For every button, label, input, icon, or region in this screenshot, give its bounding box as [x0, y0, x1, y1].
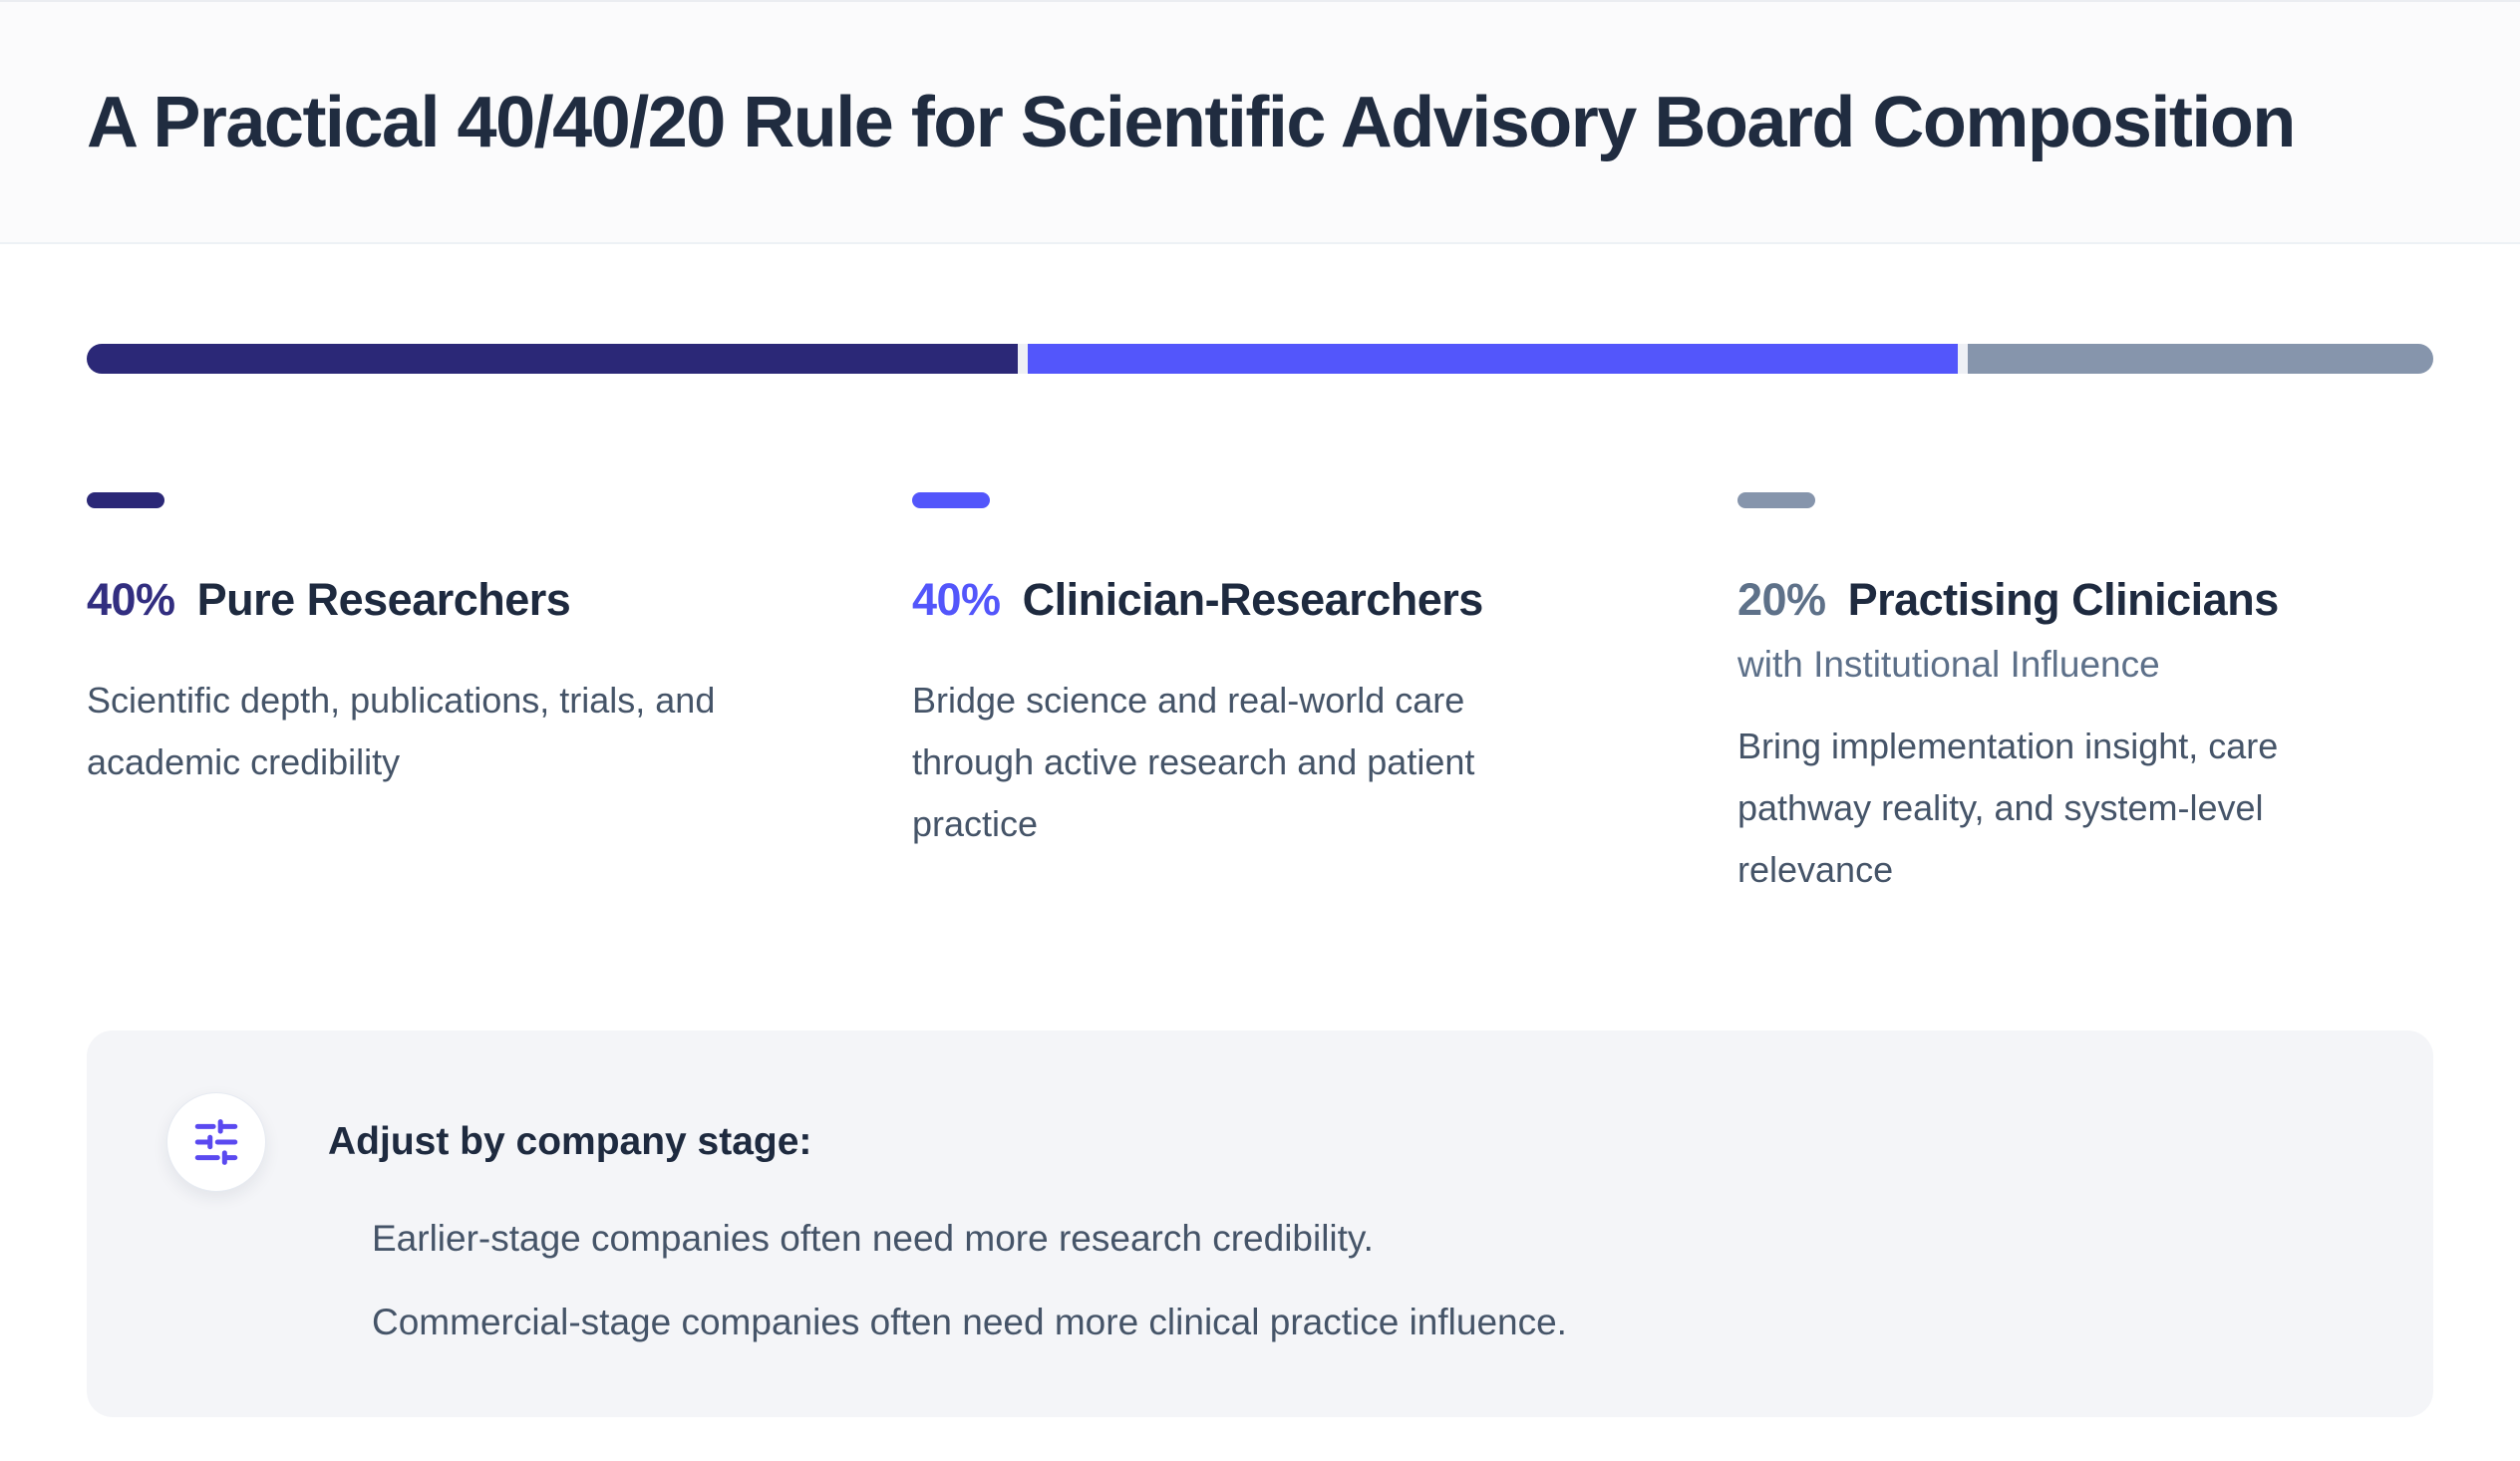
note-body: Adjust by company stage: Earlier-stage c… [328, 1092, 1567, 1343]
bar-segment-pure-researchers [87, 344, 1018, 374]
page-header: A Practical 40/40/20 Rule for Scientific… [0, 0, 2520, 244]
category-label: Practising Clinicians [1847, 574, 2280, 625]
column-heading: 40% Pure Researchers [87, 574, 783, 626]
percent-value: 20% [1737, 574, 1826, 625]
column-heading: 40% Clinician-Researchers [912, 574, 1608, 626]
category-description: Bring implementation insight, care pathw… [1737, 726, 2279, 890]
stage-adjustment-card: Adjust by company stage: Earlier-stage c… [87, 1030, 2433, 1417]
percent-value: 40% [87, 574, 175, 625]
list-item: Earlier-stage companies often need more … [328, 1218, 1567, 1260]
bullet-text: Commercial-stage companies often need mo… [372, 1302, 1567, 1342]
column-pure-researchers: 40% Pure Researchers Scientific depth, p… [87, 492, 783, 901]
page-title: A Practical 40/40/20 Rule for Scientific… [87, 82, 2296, 162]
column-practising-clinicians: 20% Practising Clinicians with Instituti… [1737, 492, 2433, 901]
main-content: 40% Pure Researchers Scientific depth, p… [0, 344, 2520, 901]
category-label: Pure Researchers [196, 574, 571, 625]
list-item: Commercial-stage companies often need mo… [328, 1302, 1567, 1343]
category-subtitle: with Institutional Influence [1737, 644, 2160, 685]
note-heading: Adjust by company stage: [328, 1120, 812, 1163]
bullet-dot [328, 1315, 344, 1330]
column-clinician-researchers: 40% Clinician-Researchers Bridge science… [912, 492, 1608, 901]
bar-segment-clinician-researchers [1027, 344, 1959, 374]
category-description: Scientific depth, publications, trials, … [87, 680, 716, 782]
icon-badge [166, 1092, 266, 1192]
composition-stacked-bar [87, 344, 2433, 374]
category-description: Bridge science and real-world care throu… [912, 680, 1475, 844]
sliders-icon [194, 1119, 238, 1165]
legend-dash [1737, 492, 1815, 508]
percent-value: 40% [912, 574, 1001, 625]
legend-dash [87, 492, 164, 508]
bullet-text: Earlier-stage companies often need more … [372, 1218, 1374, 1259]
legend-columns: 40% Pure Researchers Scientific depth, p… [87, 492, 2433, 901]
category-label: Clinician-Researchers [1022, 574, 1484, 625]
bullet-dot [328, 1231, 344, 1247]
legend-dash [912, 492, 990, 508]
column-heading: 20% Practising Clinicians [1737, 574, 2433, 626]
bar-segment-practising-clinicians [1968, 344, 2433, 374]
note-bullet-list: Earlier-stage companies often need more … [328, 1218, 1567, 1343]
